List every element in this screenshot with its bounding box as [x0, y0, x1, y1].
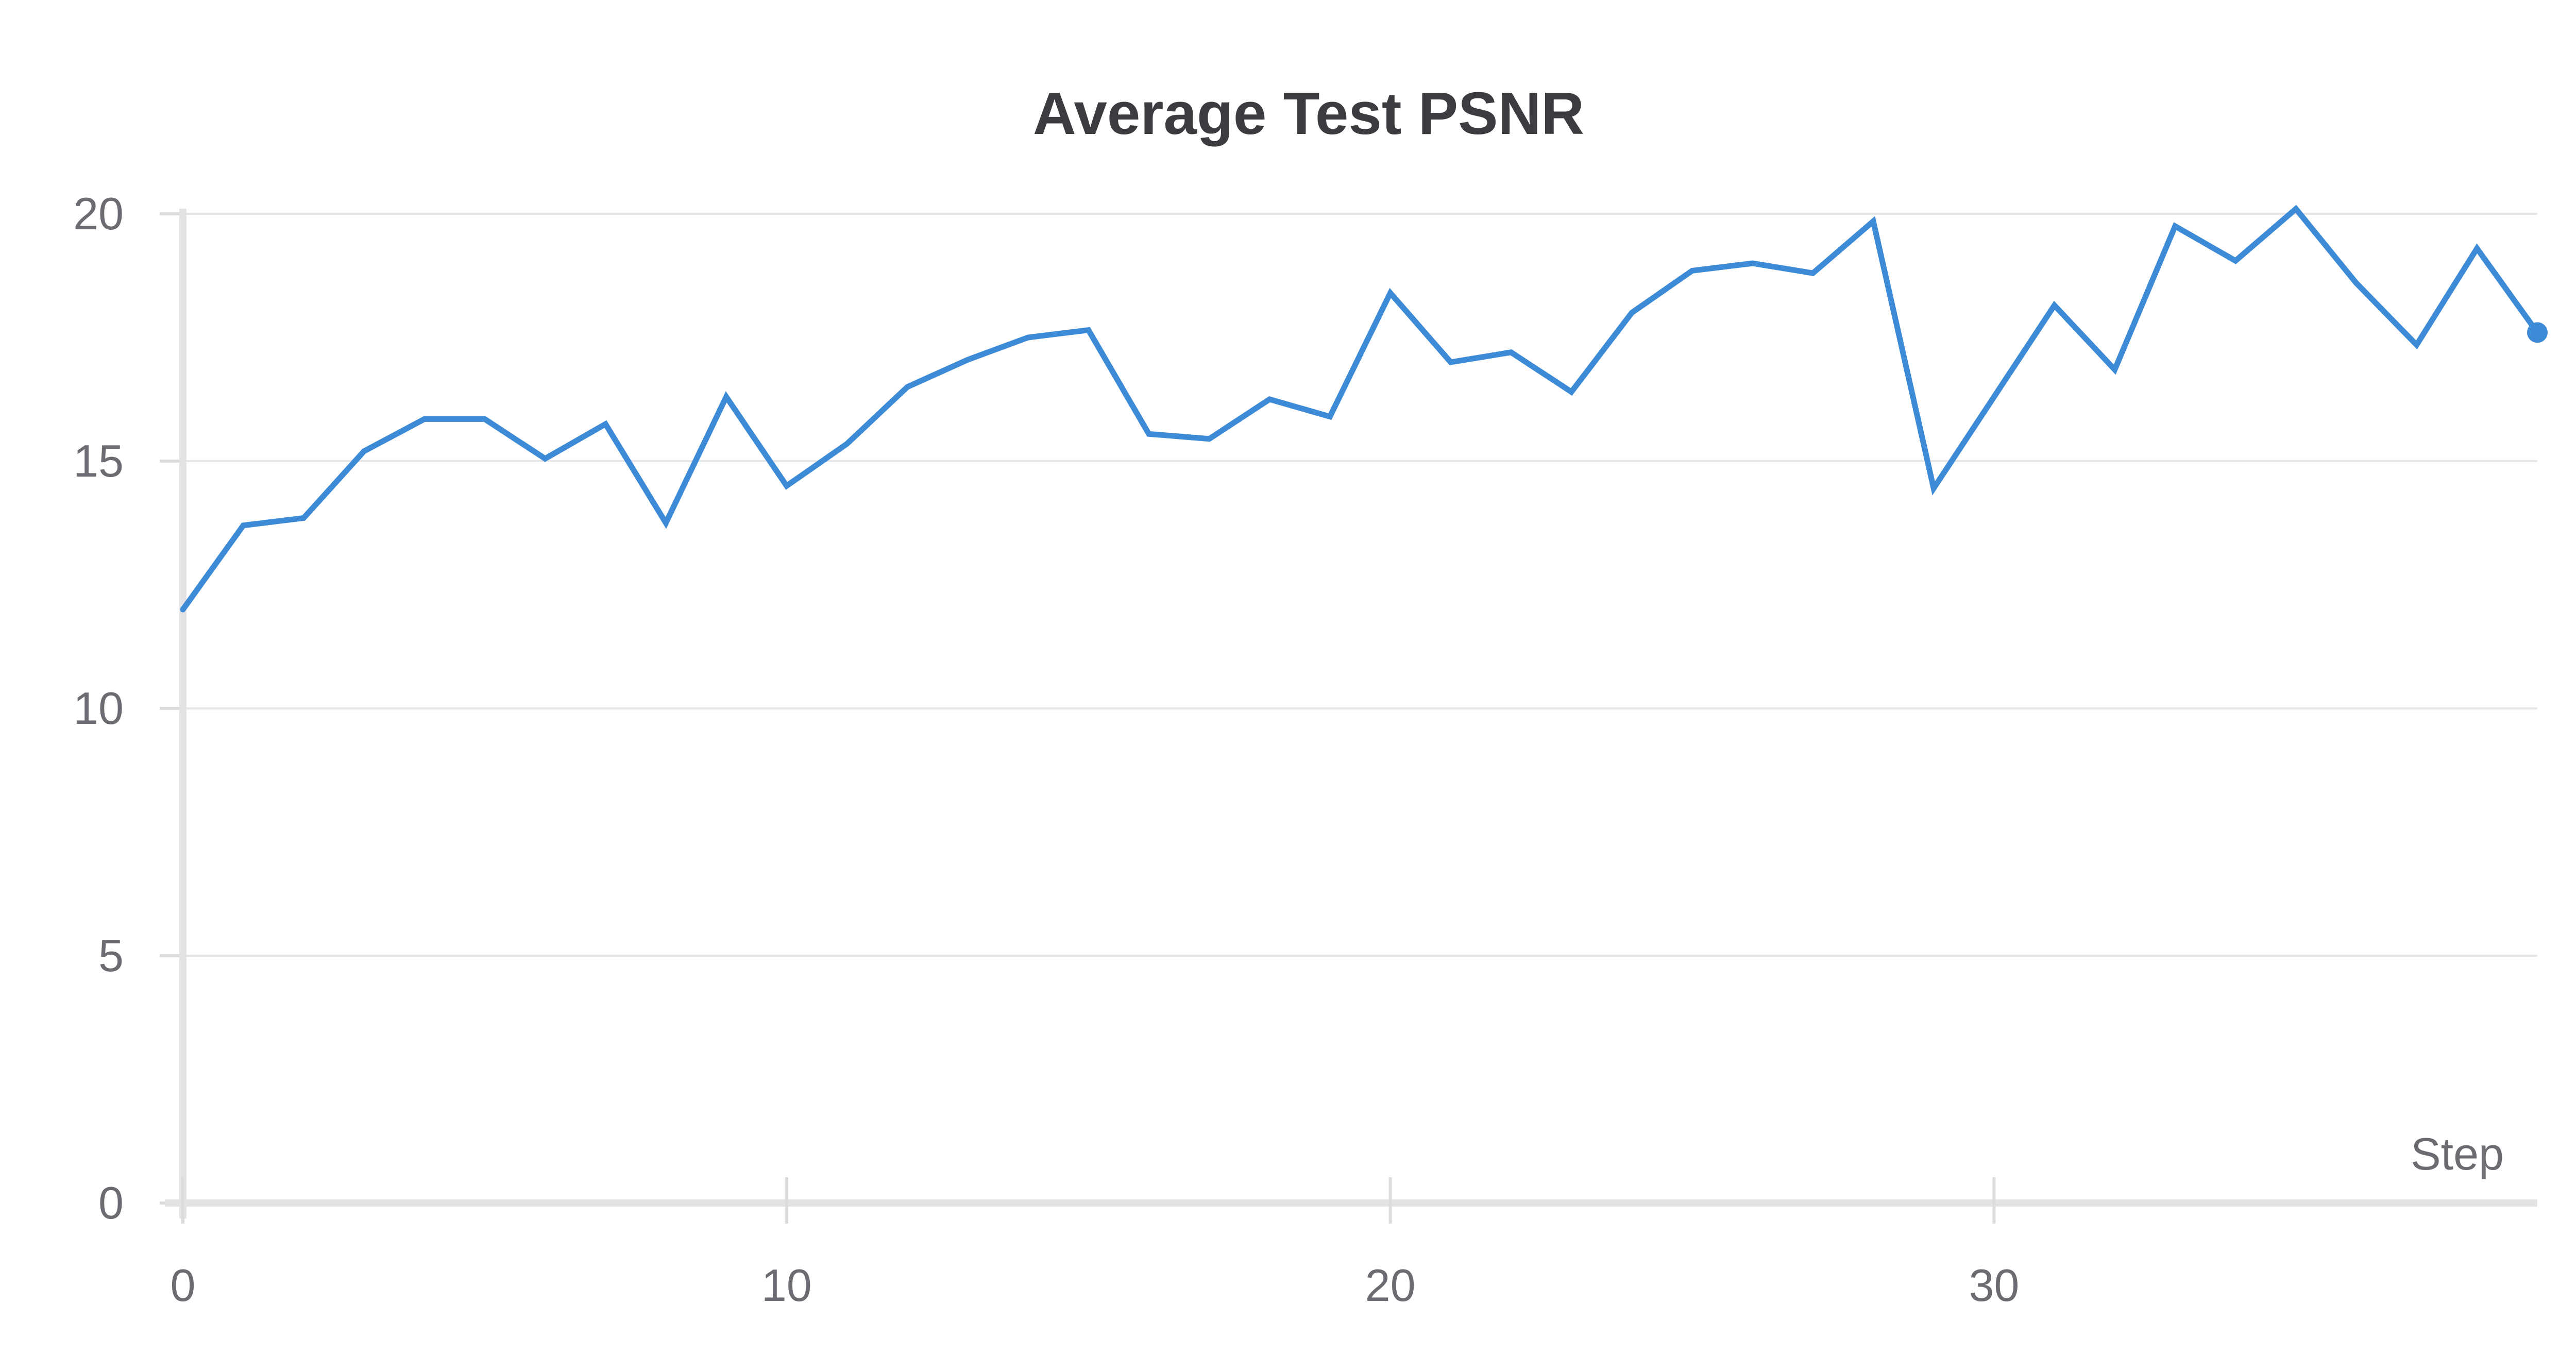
series-line	[183, 209, 2537, 610]
y-tick-label: 15	[73, 435, 124, 486]
tick-labels: 0 5 10 15 20 0 10 20 30	[73, 188, 2019, 1311]
series-endpoint	[2527, 322, 2548, 343]
y-tick-label: 10	[73, 683, 124, 734]
y-tick-label: 20	[73, 188, 124, 239]
series	[183, 209, 2548, 610]
x-tick-label: 10	[761, 1260, 812, 1311]
y-tick-label: 0	[98, 1177, 124, 1228]
x-tick-label: 0	[171, 1260, 196, 1311]
x-tick-label: 30	[1969, 1260, 2019, 1311]
y-tick-label: 5	[98, 930, 124, 981]
axes	[160, 209, 2537, 1224]
chart-title: Average Test PSNR	[1033, 80, 1584, 147]
x-axis-label: Step	[2411, 1128, 2504, 1179]
grid-lines	[165, 214, 2537, 956]
x-tick-label: 20	[1365, 1260, 1416, 1311]
